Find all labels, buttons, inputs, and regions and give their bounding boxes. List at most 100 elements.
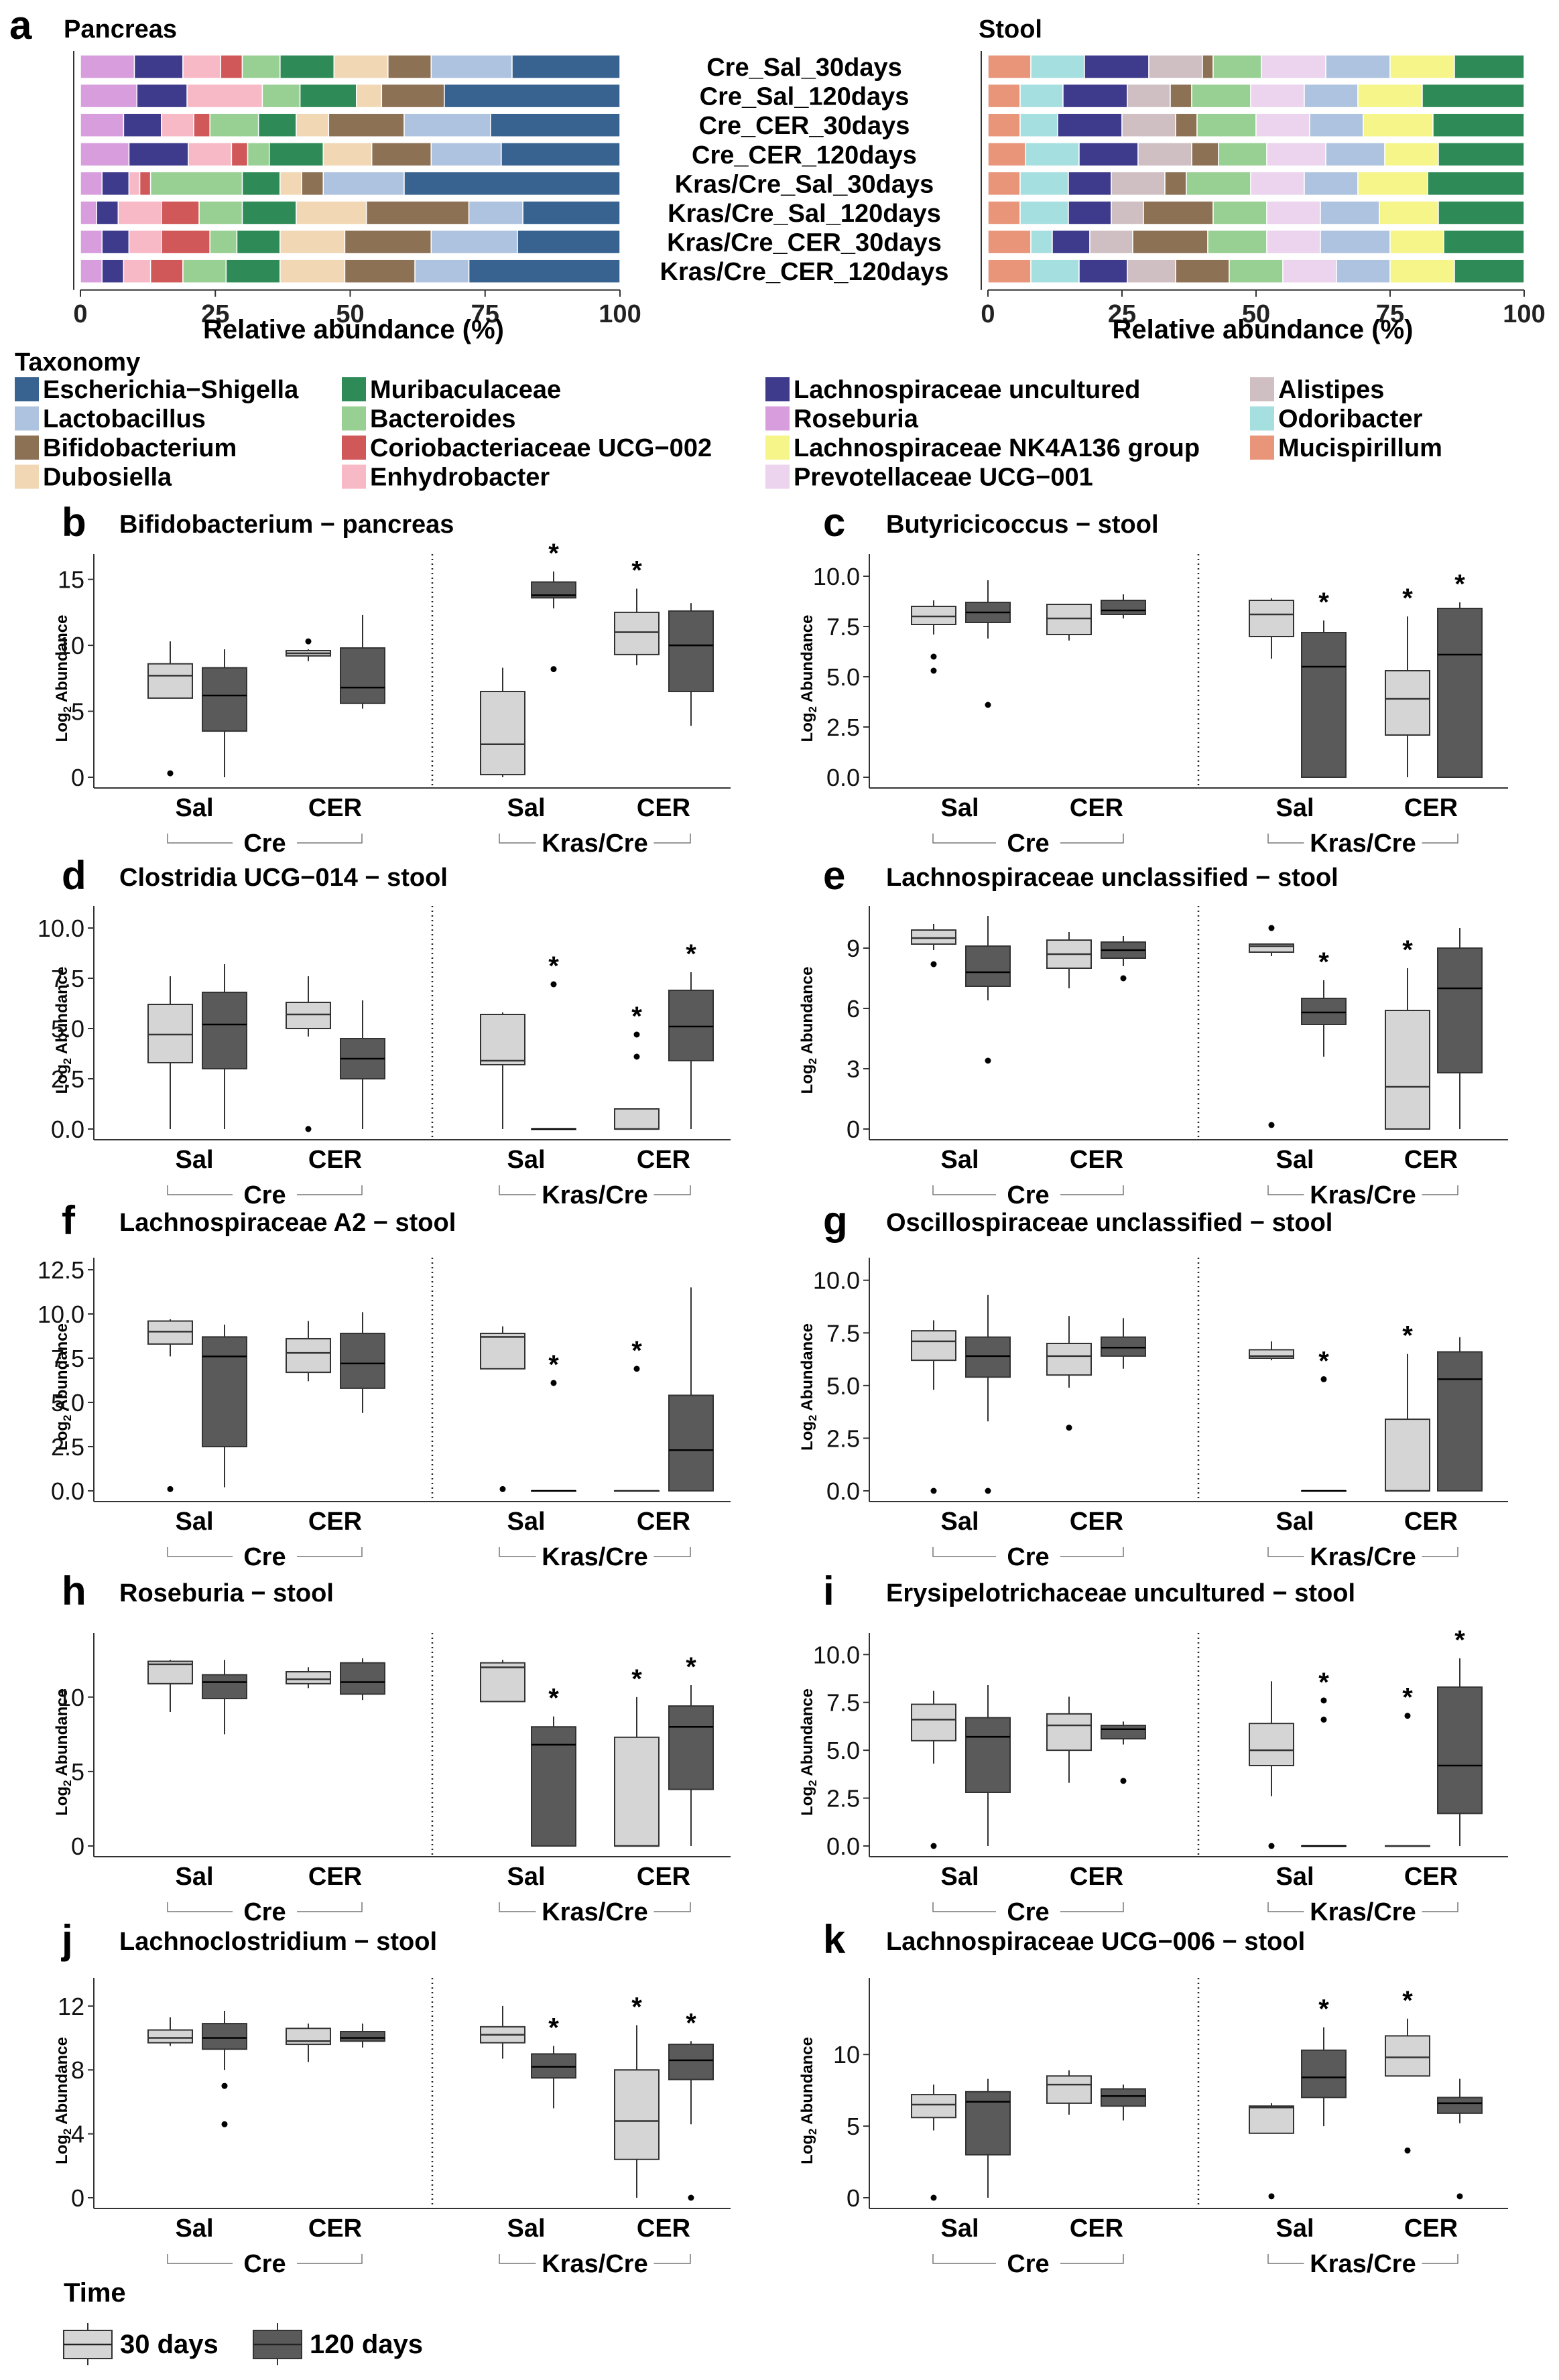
genotype-label: Kras/Cre: [1310, 1181, 1416, 1209]
iqr-box: [668, 2044, 714, 2080]
boxplot-panel-f: f Lachnospiraceae A2 − stool Log2 Abundanc…: [38, 1198, 731, 1571]
box-cre-cer-120d: [340, 2024, 385, 2048]
bracket-left: [499, 1547, 536, 1557]
bracket-left: [167, 834, 233, 844]
box-cre-sal-30d: [147, 976, 193, 1129]
x-treatment-label: CER: [1404, 1863, 1458, 1891]
significance-star: *: [1318, 1346, 1329, 1376]
bar-segment: [299, 83, 357, 109]
significance-star: *: [548, 2013, 559, 2042]
legend-label: Alistipes: [1278, 376, 1384, 404]
y-axis-title: Log2 Abundance: [53, 2037, 74, 2164]
bar-segment: [136, 83, 188, 109]
y-tick-label: 8: [71, 2056, 84, 2084]
bar-segment: [522, 200, 621, 225]
significance-star: *: [1318, 1668, 1329, 1697]
bar-segment: [301, 171, 324, 196]
bar-segment: [987, 171, 1021, 196]
y-tick-label: 15: [58, 566, 84, 594]
significance-star: *: [631, 1992, 642, 2022]
iqr-box: [668, 990, 714, 1061]
outlier-point: [633, 1053, 640, 1060]
legend-label: Odoribacter: [1278, 405, 1423, 434]
iqr-box: [614, 1108, 660, 1130]
y-title-rest: Abundance: [798, 615, 816, 706]
legend-swatch: [15, 464, 39, 489]
y-tick-label: 0.0: [826, 764, 860, 791]
bracket-right: [1422, 834, 1458, 844]
bar-segment: [344, 259, 416, 283]
significance-star: *: [686, 1652, 696, 1682]
box-cre-cer-120d: [1101, 594, 1146, 618]
bar-segment: [322, 171, 405, 196]
box-kras-cre-cer-30d: *: [1385, 1986, 1430, 2154]
significance-star: *: [631, 1002, 642, 1031]
bar-segment: [231, 142, 249, 167]
box-cre-sal-120d: [965, 2078, 1011, 2198]
iqr-box: [202, 1336, 247, 1447]
bracket-left: [499, 1902, 536, 1912]
y-axis-title: Log2 Abundance: [798, 615, 819, 742]
y-title-subscript: 2: [61, 2129, 74, 2135]
y-tick-label: 10.0: [813, 1267, 860, 1295]
box-cre-sal-120d: [965, 1685, 1011, 1846]
box-cre-sal-120d: [965, 1295, 1011, 1494]
panel-title: Lachnospiraceae A2 − stool: [119, 1209, 456, 1237]
bracket-left: [499, 834, 536, 844]
genotype-label: Cre: [243, 1543, 286, 1571]
x-treatment-label: CER: [637, 2214, 690, 2243]
box-cre-sal-120d: [965, 580, 1011, 708]
x-treatment-label: CER: [637, 1863, 690, 1891]
panel-letter: g: [823, 1198, 848, 1243]
bar-segment: [80, 229, 103, 255]
bar-segment: [296, 113, 330, 137]
boxplot-panel-j: j Lachnoclostridium − stool Log2 Abundance…: [53, 1917, 731, 2278]
boxplot-panel-c: c Butyricicoccus − stool Log2 Abundance 0.0…: [798, 500, 1508, 858]
bar-segment: [1250, 171, 1305, 196]
box-kras-cre-sal-120d: *: [531, 1684, 576, 1847]
outlier-point: [985, 1057, 991, 1064]
bar-segment: [414, 259, 470, 283]
bar-segment: [182, 54, 222, 79]
bar-segment: [1389, 229, 1444, 255]
y-tick-label: 2.5: [826, 1425, 860, 1452]
y-tick-label: 0: [847, 2184, 860, 2212]
bar-segment: [128, 229, 162, 255]
iqr-box: [1101, 2088, 1146, 2107]
bar-segment: [1019, 171, 1069, 196]
bar-segment: [1250, 83, 1305, 109]
bar-segment: [1379, 200, 1439, 225]
x-treatment-label: CER: [1070, 1146, 1123, 1174]
bar-segment: [1357, 83, 1423, 109]
bar-segment: [987, 259, 1032, 283]
iqr-box: [286, 1337, 331, 1374]
iqr-box: [480, 691, 525, 776]
x-tick-label: 0: [981, 300, 995, 328]
bar-segment: [186, 83, 263, 109]
y-title-subscript: 2: [806, 1780, 819, 1786]
x-treatment-label: CER: [1070, 794, 1123, 822]
y-tick-label: 4: [71, 2121, 84, 2148]
bar-segment: [1164, 171, 1187, 196]
iqr-box: [1437, 1686, 1483, 1814]
box-cre-sal-30d: [911, 924, 956, 968]
iqr-box: [614, 611, 660, 655]
legend-swatch: [15, 406, 39, 431]
x-treatment-label: Sal: [940, 1146, 979, 1174]
genotype-label: Kras/Cre: [1310, 1543, 1416, 1571]
box-cre-cer-120d: [1101, 936, 1146, 982]
genotype-label: Kras/Cre: [1310, 1898, 1416, 1926]
y-tick-label: 0: [71, 1833, 84, 1860]
bracket-left: [1267, 834, 1304, 844]
bracket-right: [1060, 1902, 1124, 1912]
bar-segment: [149, 171, 243, 196]
box-cre-sal-120d: [202, 649, 247, 777]
bracket-left: [932, 2254, 996, 2264]
bar-segment: [517, 229, 621, 255]
box-cre-cer-30d: [286, 2024, 331, 2062]
x-treatment-label: Sal: [1275, 1863, 1314, 1891]
genotype-label: Kras/Cre: [542, 1898, 647, 1926]
bar-segment: [371, 142, 432, 167]
bar-segment: [1175, 113, 1198, 137]
box-kras-cre-cer-120d: [668, 603, 714, 726]
